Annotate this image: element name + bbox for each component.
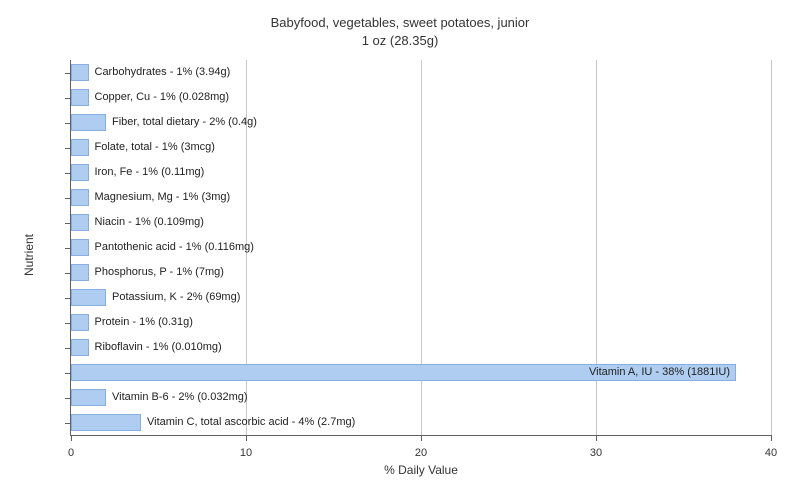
bar-label: Riboflavin - 1% (0.010mg): [95, 339, 222, 356]
bar-label: Folate, total - 1% (3mcg): [95, 139, 215, 156]
bar-label: Protein - 1% (0.31g): [95, 314, 193, 331]
bar: [71, 189, 89, 206]
bar: [71, 214, 89, 231]
bar-label: Carbohydrates - 1% (3.94g): [95, 64, 231, 81]
x-tick-label: 20: [415, 447, 427, 459]
bar-label: Niacin - 1% (0.109mg): [95, 214, 204, 231]
bar-row: Protein - 1% (0.31g): [71, 310, 771, 335]
x-tick-label: 0: [68, 447, 74, 459]
x-tick: [596, 435, 597, 441]
x-tick: [771, 435, 772, 441]
x-axis-title: % Daily Value: [384, 463, 458, 477]
bar-row: Carbohydrates - 1% (3.94g): [71, 60, 771, 85]
bar-row: Vitamin C, total ascorbic acid - 4% (2.7…: [71, 410, 771, 435]
bar-label: Magnesium, Mg - 1% (3mg): [95, 189, 231, 206]
bar-row: Niacin - 1% (0.109mg): [71, 210, 771, 235]
bar: [71, 414, 141, 431]
y-axis-title: Nutrient: [22, 233, 36, 275]
bar: [71, 264, 89, 281]
bar-row: Potassium, K - 2% (69mg): [71, 285, 771, 310]
bar: [71, 164, 89, 181]
bar: [71, 339, 89, 356]
bar-row: Pantothenic acid - 1% (0.116mg): [71, 235, 771, 260]
nutrient-bar-chart: Babyfood, vegetables, sweet potatoes, ju…: [0, 0, 800, 500]
x-tick-label: 10: [240, 447, 252, 459]
bar: [71, 289, 106, 306]
bar-row: Vitamin A, IU - 38% (1881IU): [71, 360, 771, 385]
bar-label: Iron, Fe - 1% (0.11mg): [95, 164, 205, 181]
bar: [71, 114, 106, 131]
bar-label: Copper, Cu - 1% (0.028mg): [95, 89, 230, 106]
bar-row: Fiber, total dietary - 2% (0.4g): [71, 110, 771, 135]
x-tick-label: 40: [765, 447, 777, 459]
bar-row: Folate, total - 1% (3mcg): [71, 135, 771, 160]
bar-row: Magnesium, Mg - 1% (3mg): [71, 185, 771, 210]
chart-title: Babyfood, vegetables, sweet potatoes, ju…: [0, 0, 800, 49]
bar-label: Vitamin A, IU - 38% (1881IU): [589, 364, 730, 381]
gridline: [771, 60, 772, 435]
x-tick: [246, 435, 247, 441]
bar: [71, 89, 89, 106]
chart-title-line2: 1 oz (28.35g): [362, 33, 439, 48]
bar-label: Vitamin B-6 - 2% (0.032mg): [112, 389, 248, 406]
x-tick: [71, 435, 72, 441]
bar-label: Fiber, total dietary - 2% (0.4g): [112, 114, 257, 131]
bar: [71, 139, 89, 156]
plot-area: Nutrient % Daily Value 010203040Carbohyd…: [70, 60, 771, 436]
bar-label: Phosphorus, P - 1% (7mg): [95, 264, 224, 281]
bar-label: Potassium, K - 2% (69mg): [112, 289, 240, 306]
chart-title-line1: Babyfood, vegetables, sweet potatoes, ju…: [271, 15, 530, 30]
bar-label: Pantothenic acid - 1% (0.116mg): [95, 239, 254, 256]
bar-label: Vitamin C, total ascorbic acid - 4% (2.7…: [147, 414, 355, 431]
bar-row: Iron, Fe - 1% (0.11mg): [71, 160, 771, 185]
bar: [71, 389, 106, 406]
bar: [71, 239, 89, 256]
bar-row: Copper, Cu - 1% (0.028mg): [71, 85, 771, 110]
bar: [71, 64, 89, 81]
bar-row: Phosphorus, P - 1% (7mg): [71, 260, 771, 285]
bar-row: Vitamin B-6 - 2% (0.032mg): [71, 385, 771, 410]
bar: [71, 314, 89, 331]
bar-row: Riboflavin - 1% (0.010mg): [71, 335, 771, 360]
x-tick: [421, 435, 422, 441]
x-tick-label: 30: [590, 447, 602, 459]
